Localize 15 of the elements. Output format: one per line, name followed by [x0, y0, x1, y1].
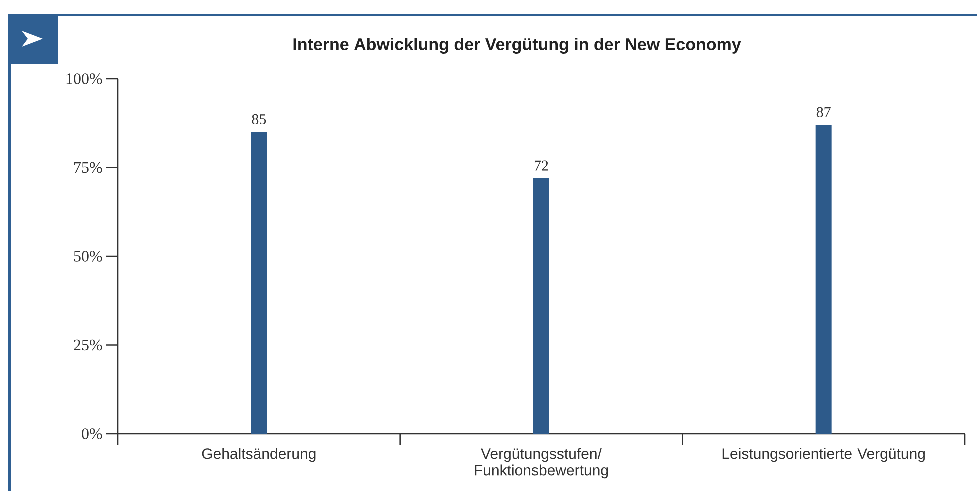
data-label: 72 [534, 160, 548, 171]
bar [534, 178, 550, 434]
chart-title: Interne Abwicklung der Vergütung in der New Economy [294, 38, 742, 54]
x-tick-label: Gehaltsänderung [202, 448, 316, 462]
x-tick-label: Leistungsorientierte Vergütung [722, 448, 925, 462]
y-tick-label: 0% [82, 428, 102, 440]
data-label: 85 [252, 114, 266, 125]
bar [816, 125, 832, 434]
y-tick-label: 100% [66, 74, 102, 84]
x-tick-label: Vergütungsstufen/ Funktionsbewertung [475, 448, 608, 479]
y-tick-label: 25% [74, 340, 102, 351]
y-tick-label: 50% [74, 251, 102, 262]
bar [251, 132, 268, 434]
y-tick-label: 75% [74, 162, 102, 174]
data-label: 87 [816, 107, 831, 118]
